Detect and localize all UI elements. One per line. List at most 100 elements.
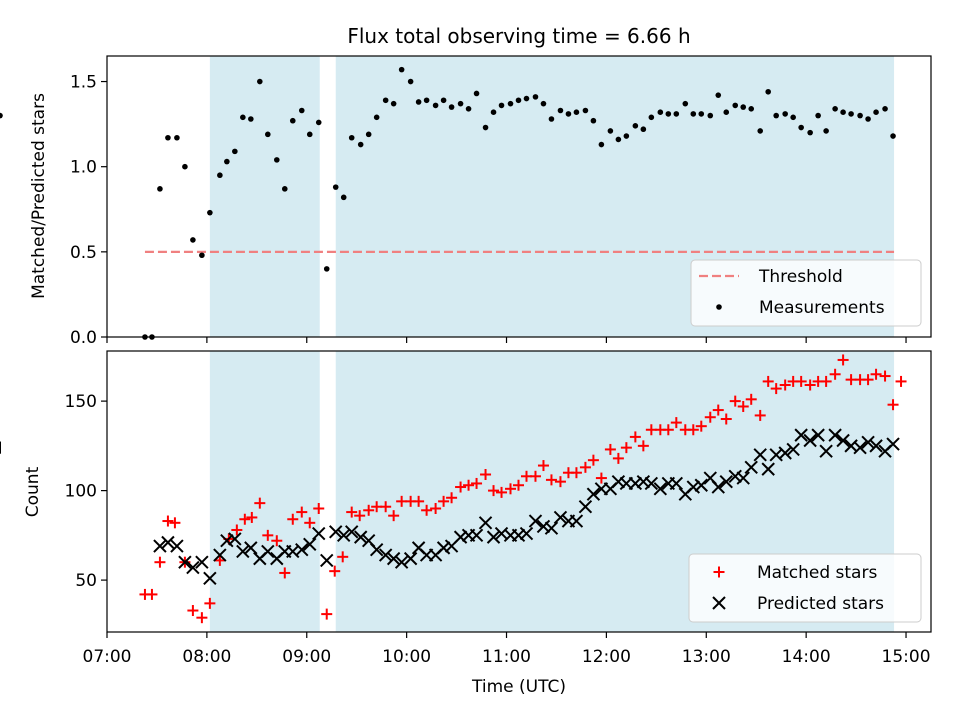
matched-star-point [463,479,475,491]
measurement-point [765,88,771,95]
measurement-point [615,136,622,143]
measurement-point [289,117,296,124]
measurement-point [432,102,439,109]
measurement-point [482,124,489,131]
matched-star-point [421,504,433,516]
measurement-point [865,116,871,122]
measurement-point [857,112,863,119]
measurement-point [306,131,313,138]
matched-star-point [214,554,226,566]
predicted-star-point [469,528,484,543]
matched-star-point [354,510,366,522]
x-tick-label: 10:00 [382,647,431,667]
top-legend-box [690,259,922,327]
predicted-star-point [569,514,584,528]
matched-star-point [829,368,841,380]
x-tick-label: 08:00 [182,647,231,667]
matched-star-point [887,399,899,411]
predicted-star-point [337,528,351,543]
measurement-point [748,105,755,112]
measurement-point [490,109,497,115]
matched-star-point [380,501,392,513]
matched-star-point [146,588,158,600]
measurement-point [657,109,664,115]
predicted-star-point [728,469,742,483]
predicted-star-point [553,510,568,525]
predicted-star-point [213,548,227,562]
predicted-stars-legend-label: Predicted stars [757,594,884,614]
measurement-point [607,128,614,134]
measurement-point [182,163,188,170]
matched-stars-legend-swatch [713,566,725,578]
matched-star-point [287,513,299,525]
predicted-star-point [195,555,209,569]
matched-star-point [570,467,582,479]
matched-star-point [895,375,907,387]
matched-star-point [612,452,624,464]
predicted-star-point [586,487,601,501]
predicted-star-point [153,539,167,553]
matched-star-point [363,504,375,516]
measurement-point [807,129,813,136]
measurement-point [782,111,788,117]
predicted-star-point [436,541,451,555]
measurement-point [815,112,821,119]
measurement-point [240,114,246,121]
top-axes-frame [106,55,932,338]
predicted-star-point [170,539,184,553]
matched-star-point [762,375,774,387]
x-tick-label: 11:00 [482,647,531,667]
predicted-star-point [794,428,808,442]
predicted-star-point [312,526,326,541]
measurement-point [265,131,271,138]
top-legend: Threshold Measurements [690,259,922,327]
x-tick-label: 13:00 [682,647,731,667]
predicted-star-point [819,444,833,458]
predicted-star-point [853,440,867,455]
matched-star-point [496,486,508,498]
x-tick-label: 15:00 [882,647,931,667]
bottom-y-tick-label: 150 [65,392,97,412]
measurement-point [557,107,564,114]
predicted-stars-series [0,428,900,586]
predicted-star-point [220,534,234,548]
measurement-point [382,97,389,104]
matched-star-point [637,440,649,452]
predicted-star-point [578,500,593,514]
matched-star-point [545,474,557,486]
predicted-star-point [386,551,401,566]
measurement-point [873,109,879,115]
matched-stars-series [139,354,907,624]
matched-star-point [154,556,166,568]
matched-star-point [471,477,483,489]
matched-star-point [879,370,891,382]
predicted-star-point [161,535,175,550]
matched-star-point [554,476,566,488]
measurement-point [732,102,739,109]
predicted-star-point [836,433,850,448]
measurement-point [623,133,630,139]
matched-star-point [239,513,251,525]
measurement-point [190,237,196,243]
matched-star-point [446,492,458,504]
predicted-star-point [353,530,368,544]
top-y-axis-label: Matched/Predicted stars [29,93,49,299]
matched-star-point [246,511,258,523]
predicted-star-point [694,478,708,492]
predicted-star-point [544,521,559,535]
measurement-point [798,124,804,131]
predicted-star-point [369,542,384,557]
measurement-point [632,123,639,129]
measurement-point [740,104,747,110]
predicted-star-point [320,553,334,568]
measurements-legend-swatch [716,304,722,310]
matched-star-point [413,495,425,507]
predicted-star-point [786,442,800,457]
top-y-ticks: 0.0 0.5 1.0 1.5 [70,73,107,348]
matched-star-point [321,608,333,620]
matched-star-point [488,485,500,497]
matched-star-point [595,472,607,484]
predicted-star-point [394,555,409,569]
predicted-star-point [736,471,750,485]
bottom-observing-intervals [209,351,895,632]
